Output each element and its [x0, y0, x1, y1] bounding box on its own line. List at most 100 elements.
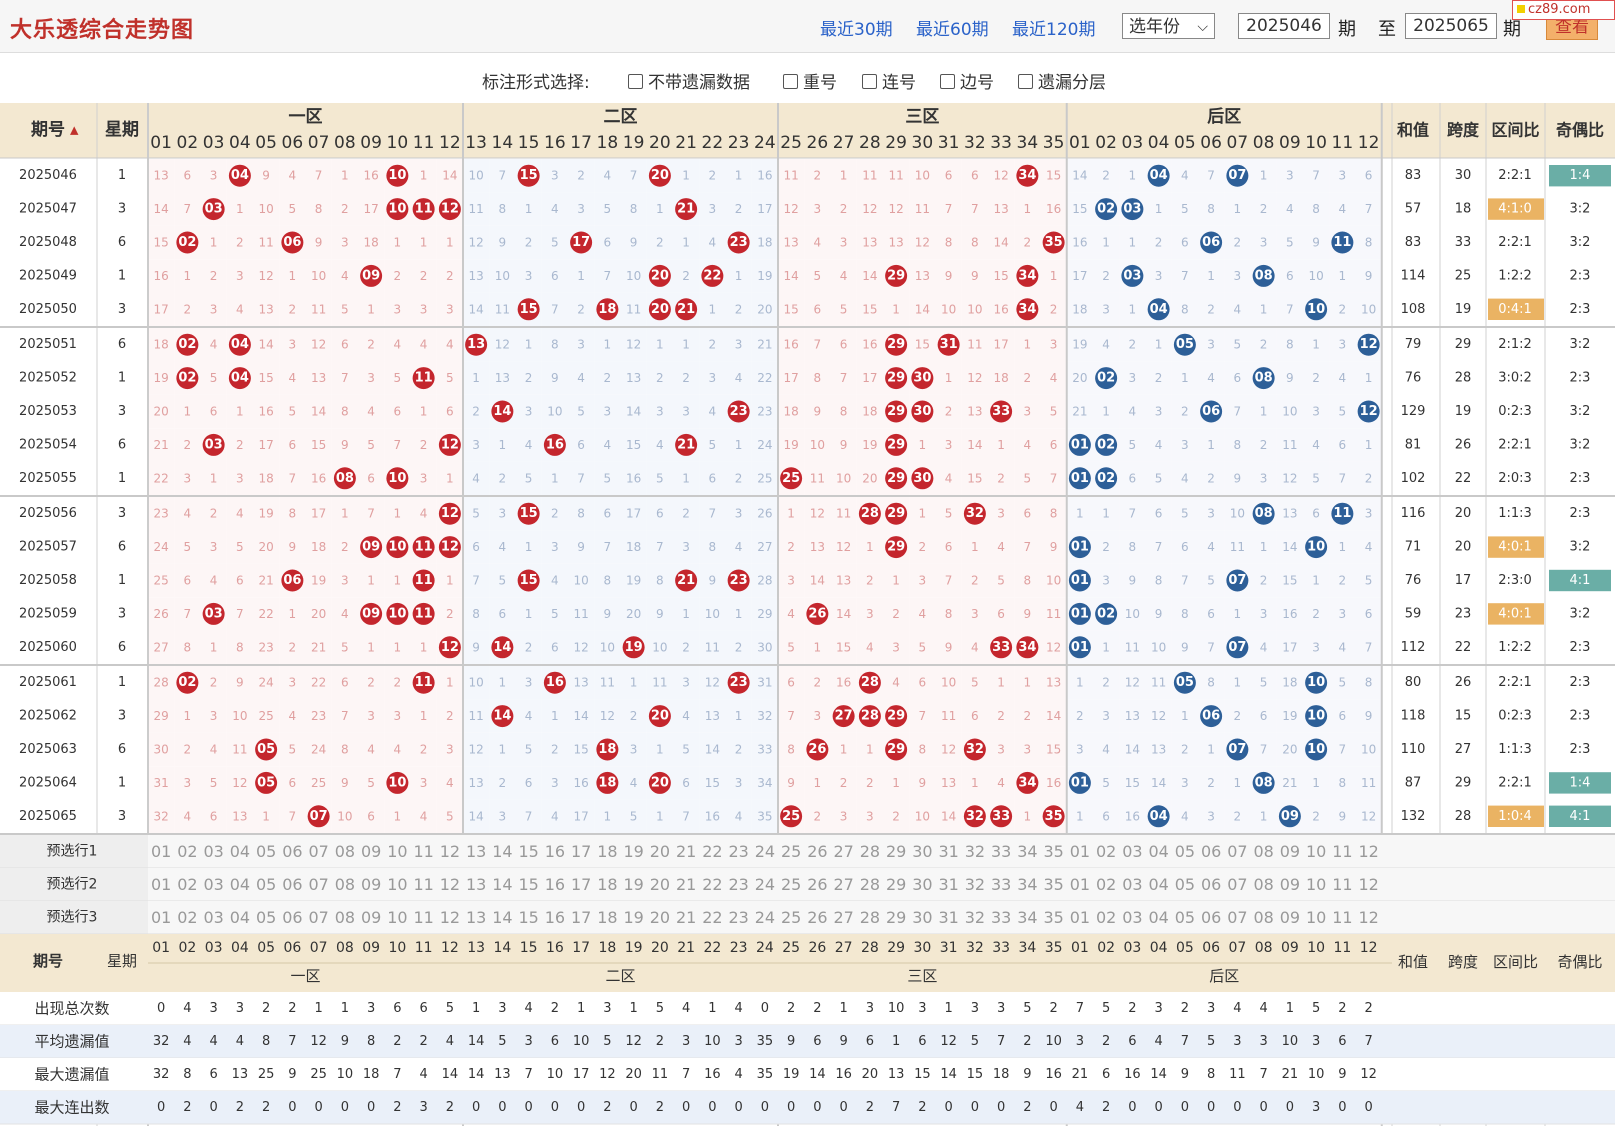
miss-value: 13	[468, 776, 483, 790]
preselect-number: 05	[256, 875, 276, 894]
cell-bg	[200, 732, 227, 767]
preselect-number: 03	[1122, 908, 1142, 927]
stat-value: 5	[498, 1034, 506, 1049]
cell-bg	[1250, 699, 1277, 733]
recent-30-link[interactable]: 最近30期	[820, 20, 893, 40]
checkbox-icon[interactable]	[783, 74, 798, 89]
cell-bg	[1040, 699, 1067, 733]
miss-value: 4	[682, 709, 690, 723]
recent-60-link[interactable]: 最近60期	[916, 20, 989, 40]
cell-bg	[541, 292, 568, 326]
cell-bg	[226, 597, 253, 631]
cell-bg	[620, 563, 647, 598]
cell-bg	[1198, 766, 1225, 800]
row-week: 3	[118, 202, 126, 217]
miss-value: 4	[577, 371, 585, 385]
row-ratio: 2:2:1	[1498, 235, 1532, 250]
cell-bg	[988, 292, 1015, 326]
cell-bg	[856, 394, 883, 429]
number-header: 29	[885, 133, 907, 153]
preselect-number: 07	[1227, 875, 1247, 894]
miss-value: 14	[1046, 709, 1061, 723]
miss-value: 1	[997, 438, 1005, 452]
option-miss-layer[interactable]: 遗漏分层	[1018, 68, 1106, 93]
cell-bg	[253, 530, 280, 564]
cell-bg	[358, 225, 385, 260]
miss-value: 14	[1282, 540, 1297, 554]
cell-bg	[1093, 259, 1120, 293]
miss-value: 6	[1260, 709, 1268, 723]
stat-value: 3	[1259, 1034, 1267, 1049]
cell-bg	[673, 799, 700, 833]
cell-bg	[1040, 192, 1067, 226]
year-select[interactable]: 选年份 ⌵	[1122, 13, 1215, 39]
checkbox-icon[interactable]	[628, 74, 643, 89]
stat-header: 奇偶比	[1556, 121, 1604, 140]
miss-value: 1	[1024, 809, 1032, 823]
row-issue: 2025060	[19, 640, 77, 655]
preselect-number: 26	[807, 875, 827, 894]
miss-value: 3	[1181, 776, 1189, 790]
ball-number: 34	[1018, 268, 1036, 283]
miss-value: 23	[311, 709, 326, 723]
footer-number-header: 22	[703, 940, 721, 956]
miss-value: 27	[757, 540, 772, 554]
miss-value: 9	[1339, 809, 1347, 823]
cell-bg	[384, 394, 411, 429]
stat-value: 11	[652, 1067, 669, 1082]
from-issue-input[interactable]: 2025046	[1238, 13, 1330, 39]
query-button[interactable]: 查看	[1546, 14, 1598, 40]
miss-value: 9	[814, 405, 822, 419]
row-span: 33	[1455, 235, 1472, 250]
cell-bg	[1171, 159, 1198, 193]
cell-bg	[515, 259, 542, 293]
option-consecutive[interactable]: 连号	[862, 68, 916, 93]
cell-bg	[279, 630, 306, 664]
cell-bg	[883, 597, 910, 631]
miss-value: 16	[836, 676, 851, 690]
miss-value: 7	[604, 269, 612, 283]
miss-value: 9	[787, 776, 795, 790]
cell-bg	[489, 259, 516, 293]
option-no-miss[interactable]: 不带遗漏数据	[628, 68, 750, 93]
miss-value: 7	[971, 202, 979, 216]
cell-bg	[725, 159, 752, 193]
miss-value: 17	[783, 371, 798, 385]
front-ball	[885, 502, 908, 525]
to-issue-input[interactable]: 2025065	[1405, 13, 1497, 39]
preselect-number: 11	[413, 842, 433, 861]
row-sum: 108	[1401, 302, 1426, 317]
cell-bg	[1066, 159, 1093, 193]
cell-bg	[830, 666, 857, 700]
preselect-number: 04	[1148, 842, 1168, 861]
cell-bg	[830, 563, 857, 598]
front-ball	[438, 433, 461, 456]
front-ball	[228, 164, 251, 187]
number-header: 03	[1122, 133, 1144, 153]
row-span: 28	[1455, 371, 1472, 386]
zone-header: 后区	[1207, 107, 1241, 127]
ball-number: 29	[887, 437, 905, 452]
cell-bg	[699, 461, 726, 495]
checkbox-icon[interactable]	[862, 74, 877, 89]
ball-number: 29	[887, 371, 905, 386]
miss-value: 9	[840, 438, 848, 452]
recent-120-link[interactable]: 最近120期	[1012, 20, 1096, 40]
cell-bg	[699, 530, 726, 564]
miss-value: 12	[232, 776, 247, 790]
miss-value: 8	[630, 202, 638, 216]
cell-bg	[1171, 497, 1198, 531]
row-sum: 81	[1405, 437, 1422, 452]
miss-value: 1	[1076, 507, 1084, 521]
preselect-number: 35	[1043, 875, 1063, 894]
miss-value: 1	[236, 202, 244, 216]
checkbox-icon[interactable]	[1018, 74, 1033, 89]
option-repeat[interactable]: 重号	[783, 68, 837, 93]
row-ratio: 2:3:0	[1498, 573, 1532, 588]
cell-bg	[804, 497, 831, 531]
checkbox-icon[interactable]	[940, 74, 955, 89]
option-edge[interactable]: 边号	[940, 68, 994, 93]
cell-bg	[1093, 159, 1120, 193]
miss-value: 13	[311, 371, 326, 385]
miss-value: 3	[420, 302, 428, 316]
